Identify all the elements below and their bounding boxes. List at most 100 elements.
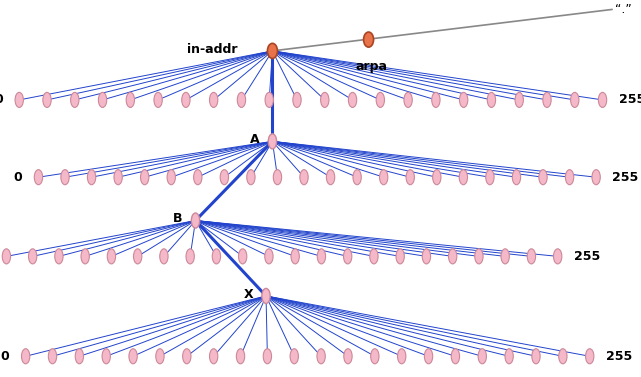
Ellipse shape (475, 249, 483, 264)
Ellipse shape (61, 170, 69, 185)
Ellipse shape (433, 170, 441, 185)
Ellipse shape (320, 92, 329, 107)
Ellipse shape (396, 249, 404, 264)
Ellipse shape (191, 213, 200, 228)
Ellipse shape (167, 170, 176, 185)
Ellipse shape (379, 170, 388, 185)
Ellipse shape (262, 288, 271, 303)
Ellipse shape (71, 92, 79, 107)
Ellipse shape (459, 170, 467, 185)
Ellipse shape (107, 249, 115, 264)
Ellipse shape (160, 249, 168, 264)
Ellipse shape (376, 92, 385, 107)
Ellipse shape (81, 249, 89, 264)
Ellipse shape (505, 349, 513, 364)
Ellipse shape (154, 92, 162, 107)
Ellipse shape (543, 92, 551, 107)
Ellipse shape (75, 349, 83, 364)
Ellipse shape (478, 349, 487, 364)
Ellipse shape (565, 170, 574, 185)
Text: X: X (244, 288, 253, 300)
Ellipse shape (265, 92, 273, 107)
Ellipse shape (598, 92, 606, 107)
Ellipse shape (559, 349, 567, 364)
Ellipse shape (114, 170, 122, 185)
Ellipse shape (273, 170, 281, 185)
Text: 0: 0 (0, 93, 3, 106)
Text: 255: 255 (574, 250, 600, 263)
Ellipse shape (486, 170, 494, 185)
Ellipse shape (181, 92, 190, 107)
Ellipse shape (237, 349, 245, 364)
Ellipse shape (344, 249, 352, 264)
Ellipse shape (269, 134, 277, 149)
Ellipse shape (43, 92, 51, 107)
Ellipse shape (570, 92, 579, 107)
Ellipse shape (210, 349, 218, 364)
Text: in-addr: in-addr (187, 43, 237, 55)
Text: 255: 255 (606, 350, 632, 363)
Ellipse shape (186, 249, 194, 264)
Ellipse shape (487, 92, 495, 107)
Ellipse shape (133, 249, 142, 264)
Ellipse shape (129, 349, 137, 364)
Text: 0: 0 (13, 171, 22, 184)
Ellipse shape (3, 249, 10, 264)
Ellipse shape (528, 249, 536, 264)
Ellipse shape (317, 349, 325, 364)
Ellipse shape (431, 92, 440, 107)
Ellipse shape (99, 92, 106, 107)
Ellipse shape (140, 170, 149, 185)
Ellipse shape (326, 170, 335, 185)
Ellipse shape (267, 43, 278, 58)
Ellipse shape (424, 349, 433, 364)
Text: 255: 255 (612, 171, 638, 184)
Ellipse shape (28, 249, 37, 264)
Ellipse shape (87, 170, 96, 185)
Ellipse shape (512, 170, 520, 185)
Ellipse shape (449, 249, 457, 264)
Text: arpa: arpa (356, 60, 388, 73)
Ellipse shape (54, 249, 63, 264)
Ellipse shape (22, 349, 29, 364)
Ellipse shape (344, 349, 352, 364)
Ellipse shape (156, 349, 164, 364)
Ellipse shape (451, 349, 460, 364)
Ellipse shape (532, 349, 540, 364)
Ellipse shape (460, 92, 468, 107)
Ellipse shape (592, 170, 601, 185)
Ellipse shape (586, 349, 594, 364)
Ellipse shape (539, 170, 547, 185)
Ellipse shape (363, 32, 374, 47)
Text: A: A (250, 133, 260, 146)
Text: B: B (173, 212, 183, 225)
Ellipse shape (290, 349, 299, 364)
Ellipse shape (265, 249, 273, 264)
Ellipse shape (48, 349, 56, 364)
Ellipse shape (126, 92, 135, 107)
Ellipse shape (247, 170, 255, 185)
Ellipse shape (291, 249, 299, 264)
Text: “.”: “.” (615, 3, 632, 16)
Text: 0: 0 (1, 350, 10, 363)
Ellipse shape (501, 249, 510, 264)
Ellipse shape (406, 170, 415, 185)
Ellipse shape (317, 249, 326, 264)
Ellipse shape (15, 92, 24, 107)
Ellipse shape (35, 170, 42, 185)
Text: 255: 255 (619, 93, 641, 106)
Ellipse shape (553, 249, 562, 264)
Ellipse shape (183, 349, 191, 364)
Ellipse shape (353, 170, 362, 185)
Ellipse shape (370, 249, 378, 264)
Ellipse shape (422, 249, 431, 264)
Ellipse shape (370, 349, 379, 364)
Ellipse shape (397, 349, 406, 364)
Ellipse shape (102, 349, 110, 364)
Ellipse shape (221, 170, 229, 185)
Ellipse shape (404, 92, 412, 107)
Ellipse shape (237, 92, 246, 107)
Ellipse shape (210, 92, 218, 107)
Ellipse shape (300, 170, 308, 185)
Ellipse shape (515, 92, 523, 107)
